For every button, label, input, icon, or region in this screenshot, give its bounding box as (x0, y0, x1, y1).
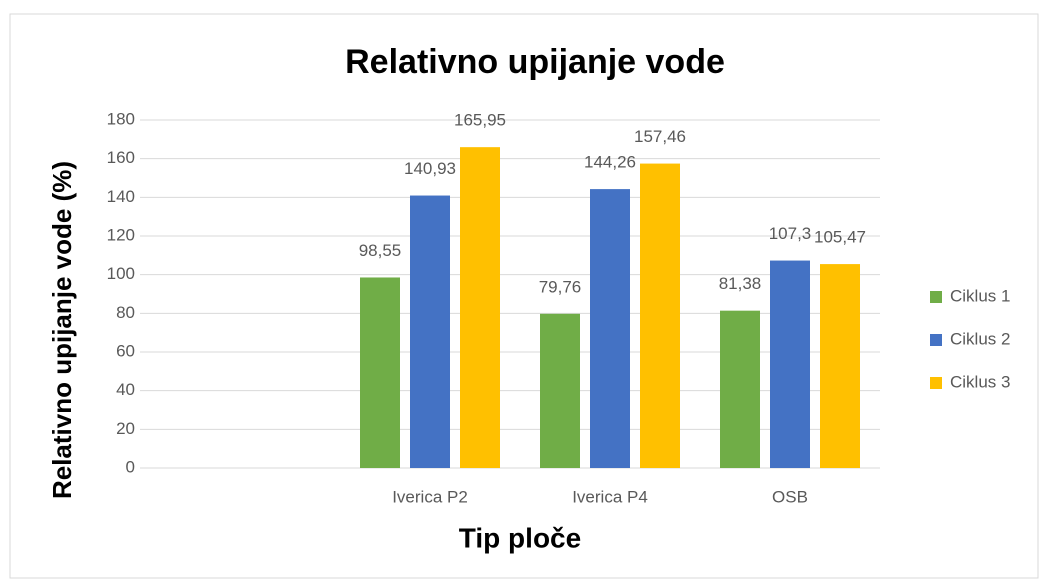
y-axis-title: Relativno upijanje vode (%) (47, 161, 77, 499)
legend-swatch (930, 291, 942, 303)
data-label: 98,55 (359, 241, 402, 260)
chart-border (9, 13, 1039, 579)
data-label: 107,3 (769, 224, 812, 243)
y-tick-label: 120 (107, 225, 135, 244)
legend-label: Ciklus 2 (950, 329, 1010, 348)
y-tick-label: 140 (107, 187, 135, 206)
x-tick-label: OSB (772, 487, 808, 506)
bar (720, 310, 760, 468)
chart-title: Relativno upijanje vode (345, 43, 725, 81)
legend-swatch (930, 377, 942, 389)
bar (770, 260, 810, 468)
y-tick-label: 160 (107, 148, 135, 167)
x-axis-title: Tip ploče (459, 522, 581, 553)
y-tick-label: 100 (107, 264, 135, 283)
bar (590, 189, 630, 468)
data-label: 165,95 (454, 111, 506, 130)
y-tick-label: 40 (116, 380, 135, 399)
data-label: 140,93 (404, 159, 456, 178)
data-label: 81,38 (719, 274, 762, 293)
bar (820, 264, 860, 468)
bar (410, 195, 450, 468)
x-tick-label: Iverica P4 (572, 487, 648, 506)
bar (640, 163, 680, 468)
y-tick-label: 0 (126, 457, 135, 476)
data-label: 157,46 (634, 127, 686, 146)
data-label: 144,26 (584, 153, 636, 172)
data-label: 105,47 (814, 228, 866, 247)
bar (460, 147, 500, 468)
bar (540, 313, 580, 468)
legend-swatch (930, 334, 942, 346)
y-tick-label: 180 (107, 109, 135, 128)
y-tick-label: 60 (116, 341, 135, 360)
data-label: 79,76 (539, 277, 582, 296)
y-tick-label: 80 (116, 303, 135, 322)
bar (360, 277, 400, 468)
y-tick-label: 20 (116, 419, 135, 438)
legend-label: Ciklus 3 (950, 372, 1010, 391)
x-tick-label: Iverica P2 (392, 487, 468, 506)
legend-label: Ciklus 1 (950, 286, 1010, 305)
